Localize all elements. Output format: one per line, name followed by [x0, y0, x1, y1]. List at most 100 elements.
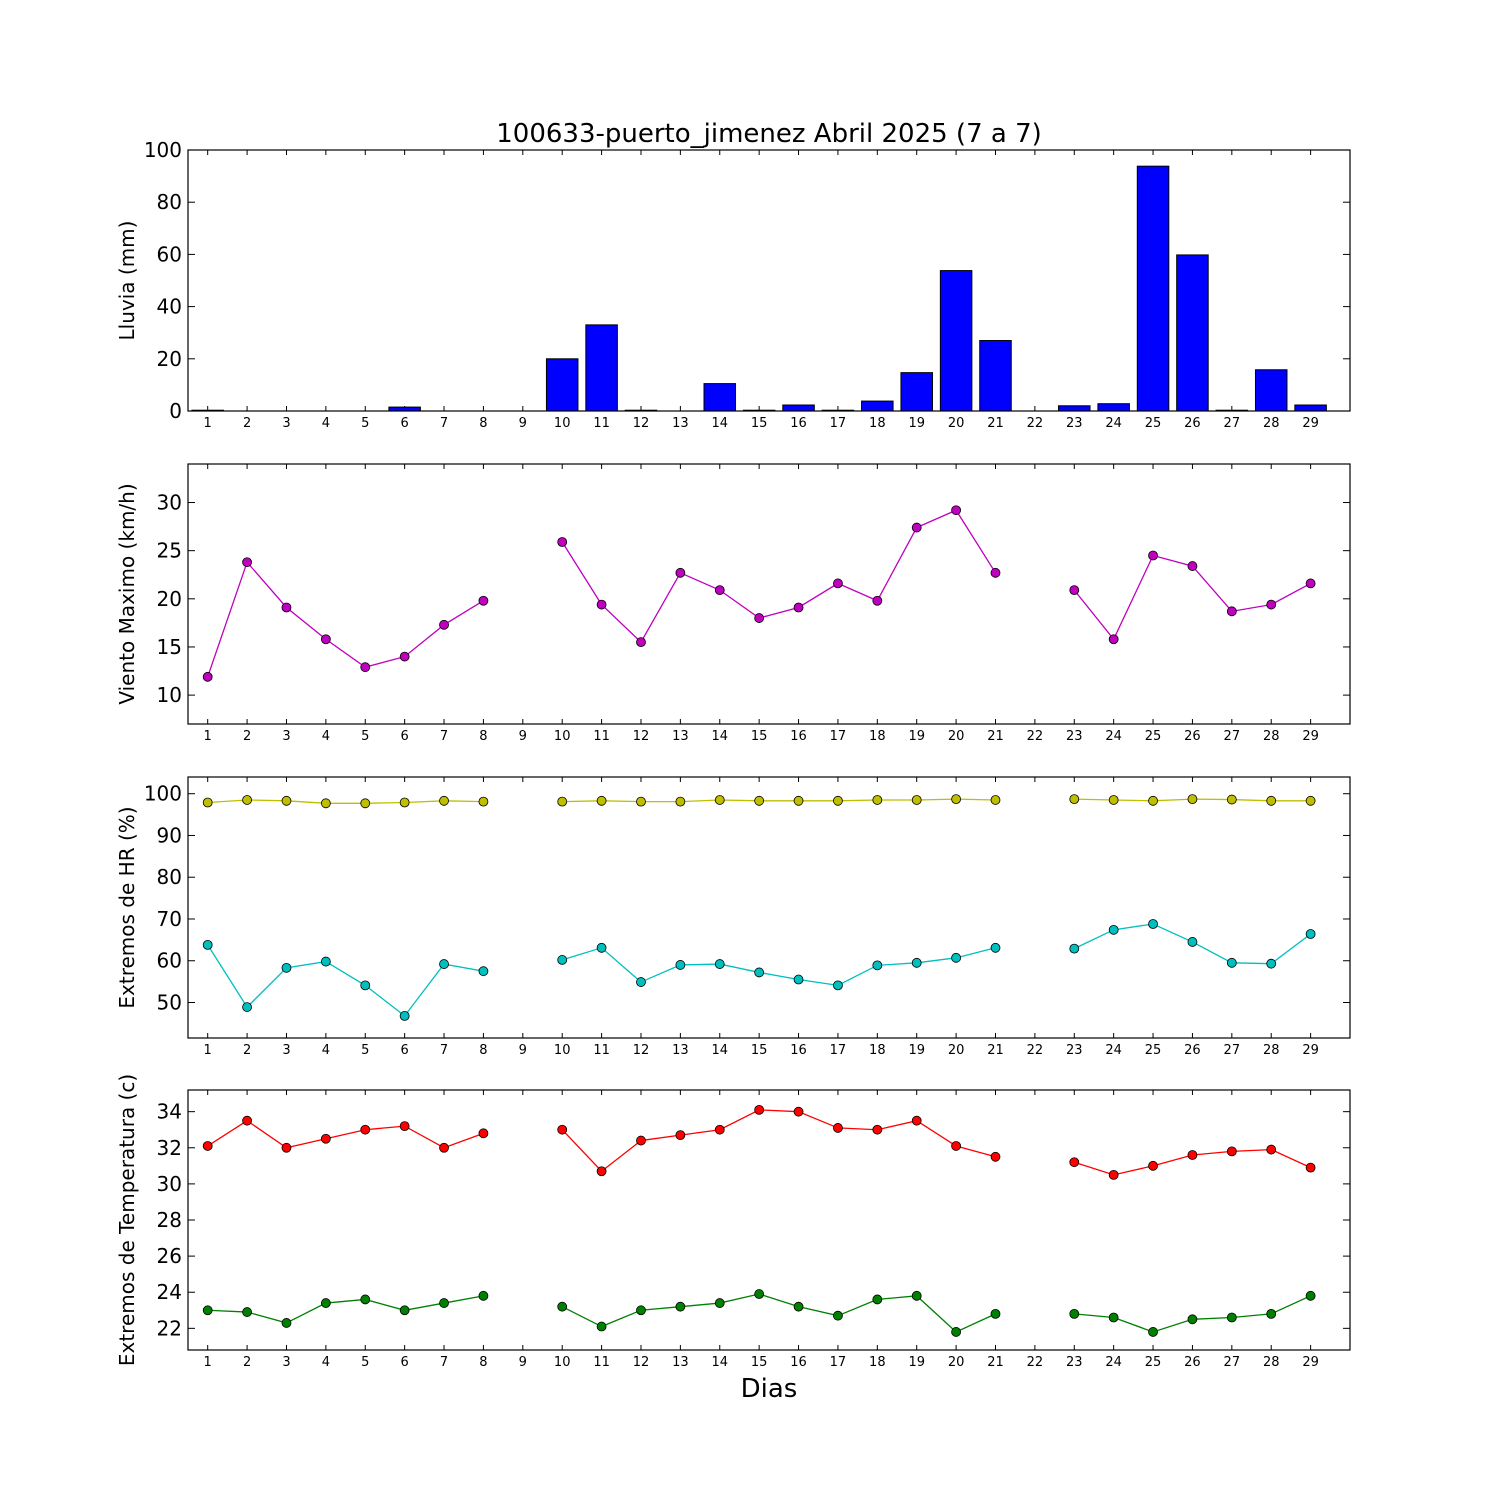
x-tick-label: 1: [204, 729, 212, 744]
x-tick-label: 10: [554, 1043, 571, 1058]
bar: [1097, 403, 1130, 412]
x-tick-label: 12: [633, 416, 650, 431]
x-tick-label: 10: [554, 416, 571, 431]
y-tick-label: 34: [157, 1100, 182, 1124]
data-point: [360, 1124, 371, 1135]
bar: [1254, 369, 1288, 412]
x-tick-label: 18: [869, 1355, 886, 1370]
data-point: [281, 962, 292, 973]
x-tick-label: 6: [401, 729, 409, 744]
x-tick-label: 8: [479, 729, 487, 744]
plot-frame: [187, 776, 1351, 1039]
data-point: [399, 651, 410, 662]
plot-frame: [187, 463, 1351, 725]
x-tick-label: 4: [322, 729, 330, 744]
x-tick-label: 14: [711, 729, 728, 744]
data-point: [833, 795, 843, 806]
data-point: [281, 795, 292, 806]
x-tick-label: 13: [672, 729, 689, 744]
data-point: [320, 1298, 331, 1308]
bar: [1136, 165, 1170, 412]
x-tick-label: 8: [479, 1355, 487, 1370]
x-tick-label: 9: [519, 1043, 527, 1058]
x-tick-label: 4: [322, 416, 330, 431]
y-tick-label: 100: [144, 782, 182, 806]
x-tick-label: 17: [830, 1355, 847, 1370]
data-point: [1148, 1327, 1158, 1337]
data-point: [990, 1308, 1001, 1319]
x-tick-label: 7: [440, 416, 448, 431]
data-point: [833, 1123, 843, 1133]
x-tick-label: 5: [361, 1043, 369, 1058]
y-axis-label: Lluvia (mm): [115, 221, 139, 341]
x-tick-label: 13: [672, 416, 689, 431]
x-tick-label: 18: [869, 729, 886, 744]
data-point: [360, 662, 371, 673]
bar: [900, 372, 933, 412]
x-tick-label: 22: [1027, 1043, 1044, 1058]
x-tick-label: 3: [282, 1355, 290, 1370]
y-tick-label: 32: [157, 1136, 182, 1160]
data-point: [399, 1305, 410, 1316]
bar: [939, 270, 973, 412]
data-point: [714, 959, 725, 969]
data-point: [872, 1124, 883, 1135]
data-point: [242, 795, 252, 805]
data-point: [951, 1141, 962, 1151]
x-tick-label: 4: [322, 1355, 330, 1370]
x-tick-label: 20: [948, 416, 965, 431]
data-point: [1069, 794, 1080, 805]
series-line-1: [562, 798, 996, 803]
data-point: [1266, 795, 1277, 806]
x-tick-label: 7: [440, 1043, 448, 1058]
x-tick-label: 21: [987, 416, 1004, 431]
series-line-2: [207, 944, 484, 1017]
data-point: [1069, 585, 1080, 596]
x-tick-label: 19: [908, 1043, 925, 1058]
x-tick-label: 18: [869, 416, 886, 431]
x-tick-label: 1: [204, 416, 212, 431]
x-tick-label: 14: [711, 1043, 728, 1058]
data-point: [281, 1142, 292, 1153]
x-tick-label: 2: [243, 1355, 251, 1370]
data-point: [675, 1301, 686, 1312]
bar: [703, 383, 737, 412]
data-point: [675, 960, 686, 970]
data-point: [478, 1290, 489, 1301]
data-point: [439, 1142, 449, 1153]
data-point: [1108, 634, 1119, 645]
x-tick-label: 24: [1105, 1355, 1122, 1370]
x-tick-label: 24: [1105, 416, 1122, 431]
x-tick-label: 4: [322, 1043, 330, 1058]
bar: [545, 358, 579, 412]
plot-frame: [187, 149, 1351, 412]
data-point: [399, 797, 410, 808]
data-point: [1148, 919, 1158, 929]
y-tick-label: 80: [157, 865, 182, 889]
x-tick-label: 12: [633, 1355, 650, 1370]
x-tick-label: 1: [204, 1355, 212, 1370]
x-tick-label: 9: [519, 1355, 527, 1370]
x-tick-label: 26: [1184, 1355, 1201, 1370]
x-tick-label: 21: [987, 729, 1004, 744]
x-tick-label: 13: [672, 1355, 689, 1370]
data-point: [636, 1135, 646, 1146]
data-point: [557, 537, 568, 547]
x-tick-label: 27: [1224, 1355, 1241, 1370]
data-point: [360, 980, 371, 991]
data-point: [1305, 1290, 1316, 1301]
data-point: [793, 1106, 804, 1117]
y-tick-label: 40: [157, 295, 182, 319]
y-tick-label: 0: [169, 399, 182, 423]
data-point: [675, 567, 686, 578]
chart-title: 100633-puerto_jimenez Abril 2025 (7 a 7): [496, 119, 1042, 149]
data-point: [596, 795, 607, 806]
series-line-1: [207, 799, 484, 804]
x-tick-label: 14: [711, 416, 728, 431]
data-point: [911, 957, 922, 968]
data-point: [478, 595, 489, 606]
bar: [861, 400, 894, 412]
y-tick-label: 20: [157, 347, 182, 371]
data-point: [320, 956, 331, 967]
